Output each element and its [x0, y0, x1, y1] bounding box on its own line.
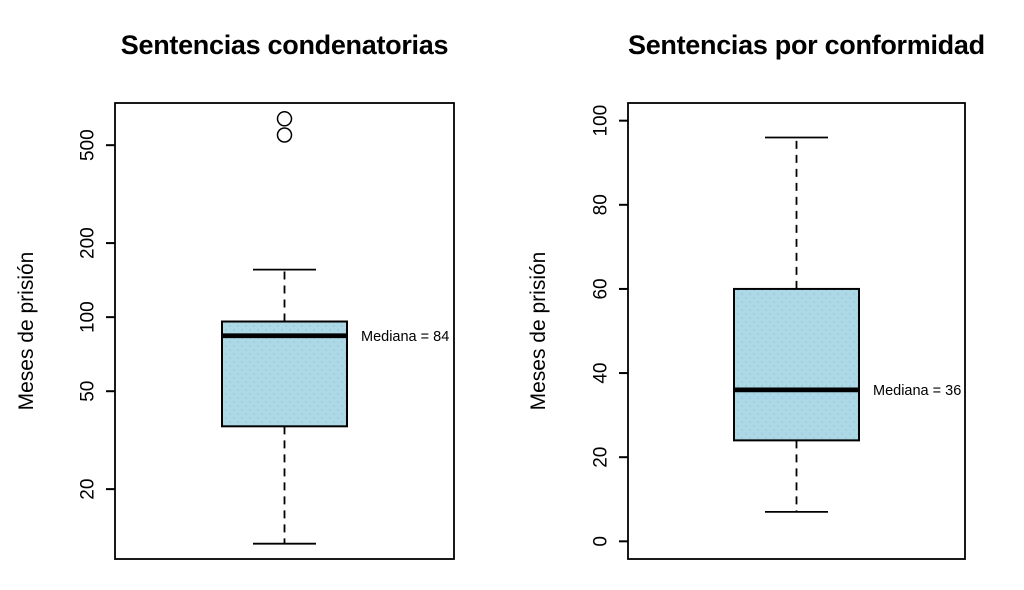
plot-title: Sentencias por conformidad [628, 30, 985, 60]
y-tick-label: 200 [78, 227, 99, 259]
y-tick-label: 0 [591, 536, 612, 547]
iqr-box [733, 287, 860, 442]
y-tick-label: 500 [78, 129, 99, 161]
y-tick-label: 60 [591, 278, 612, 299]
y-tick-label: 80 [591, 194, 612, 215]
median-annotation: Mediana = 84 [361, 329, 449, 345]
plot-frame [627, 102, 966, 560]
outlier-point [276, 111, 293, 127]
median-annotation: Mediana = 36 [873, 383, 961, 399]
outlier-point [276, 127, 293, 143]
plot-frame [114, 102, 455, 560]
y-tick-label: 100 [78, 301, 99, 333]
y-tick-label: 100 [591, 105, 612, 137]
y-tick-label: 20 [591, 447, 612, 468]
plot-title: Sentencias condenatorias [120, 30, 449, 60]
boxplot-left: 20 50 100 200 500 Mediana = 84 [78, 102, 455, 560]
boxplot-right: 0 20 40 60 80 100 Mediana = 36 [591, 102, 966, 560]
iqr-box [221, 320, 348, 428]
y-tick-label: 20 [78, 479, 99, 500]
y-tick-label: 50 [78, 381, 99, 402]
y-tick-label: 40 [591, 362, 612, 383]
